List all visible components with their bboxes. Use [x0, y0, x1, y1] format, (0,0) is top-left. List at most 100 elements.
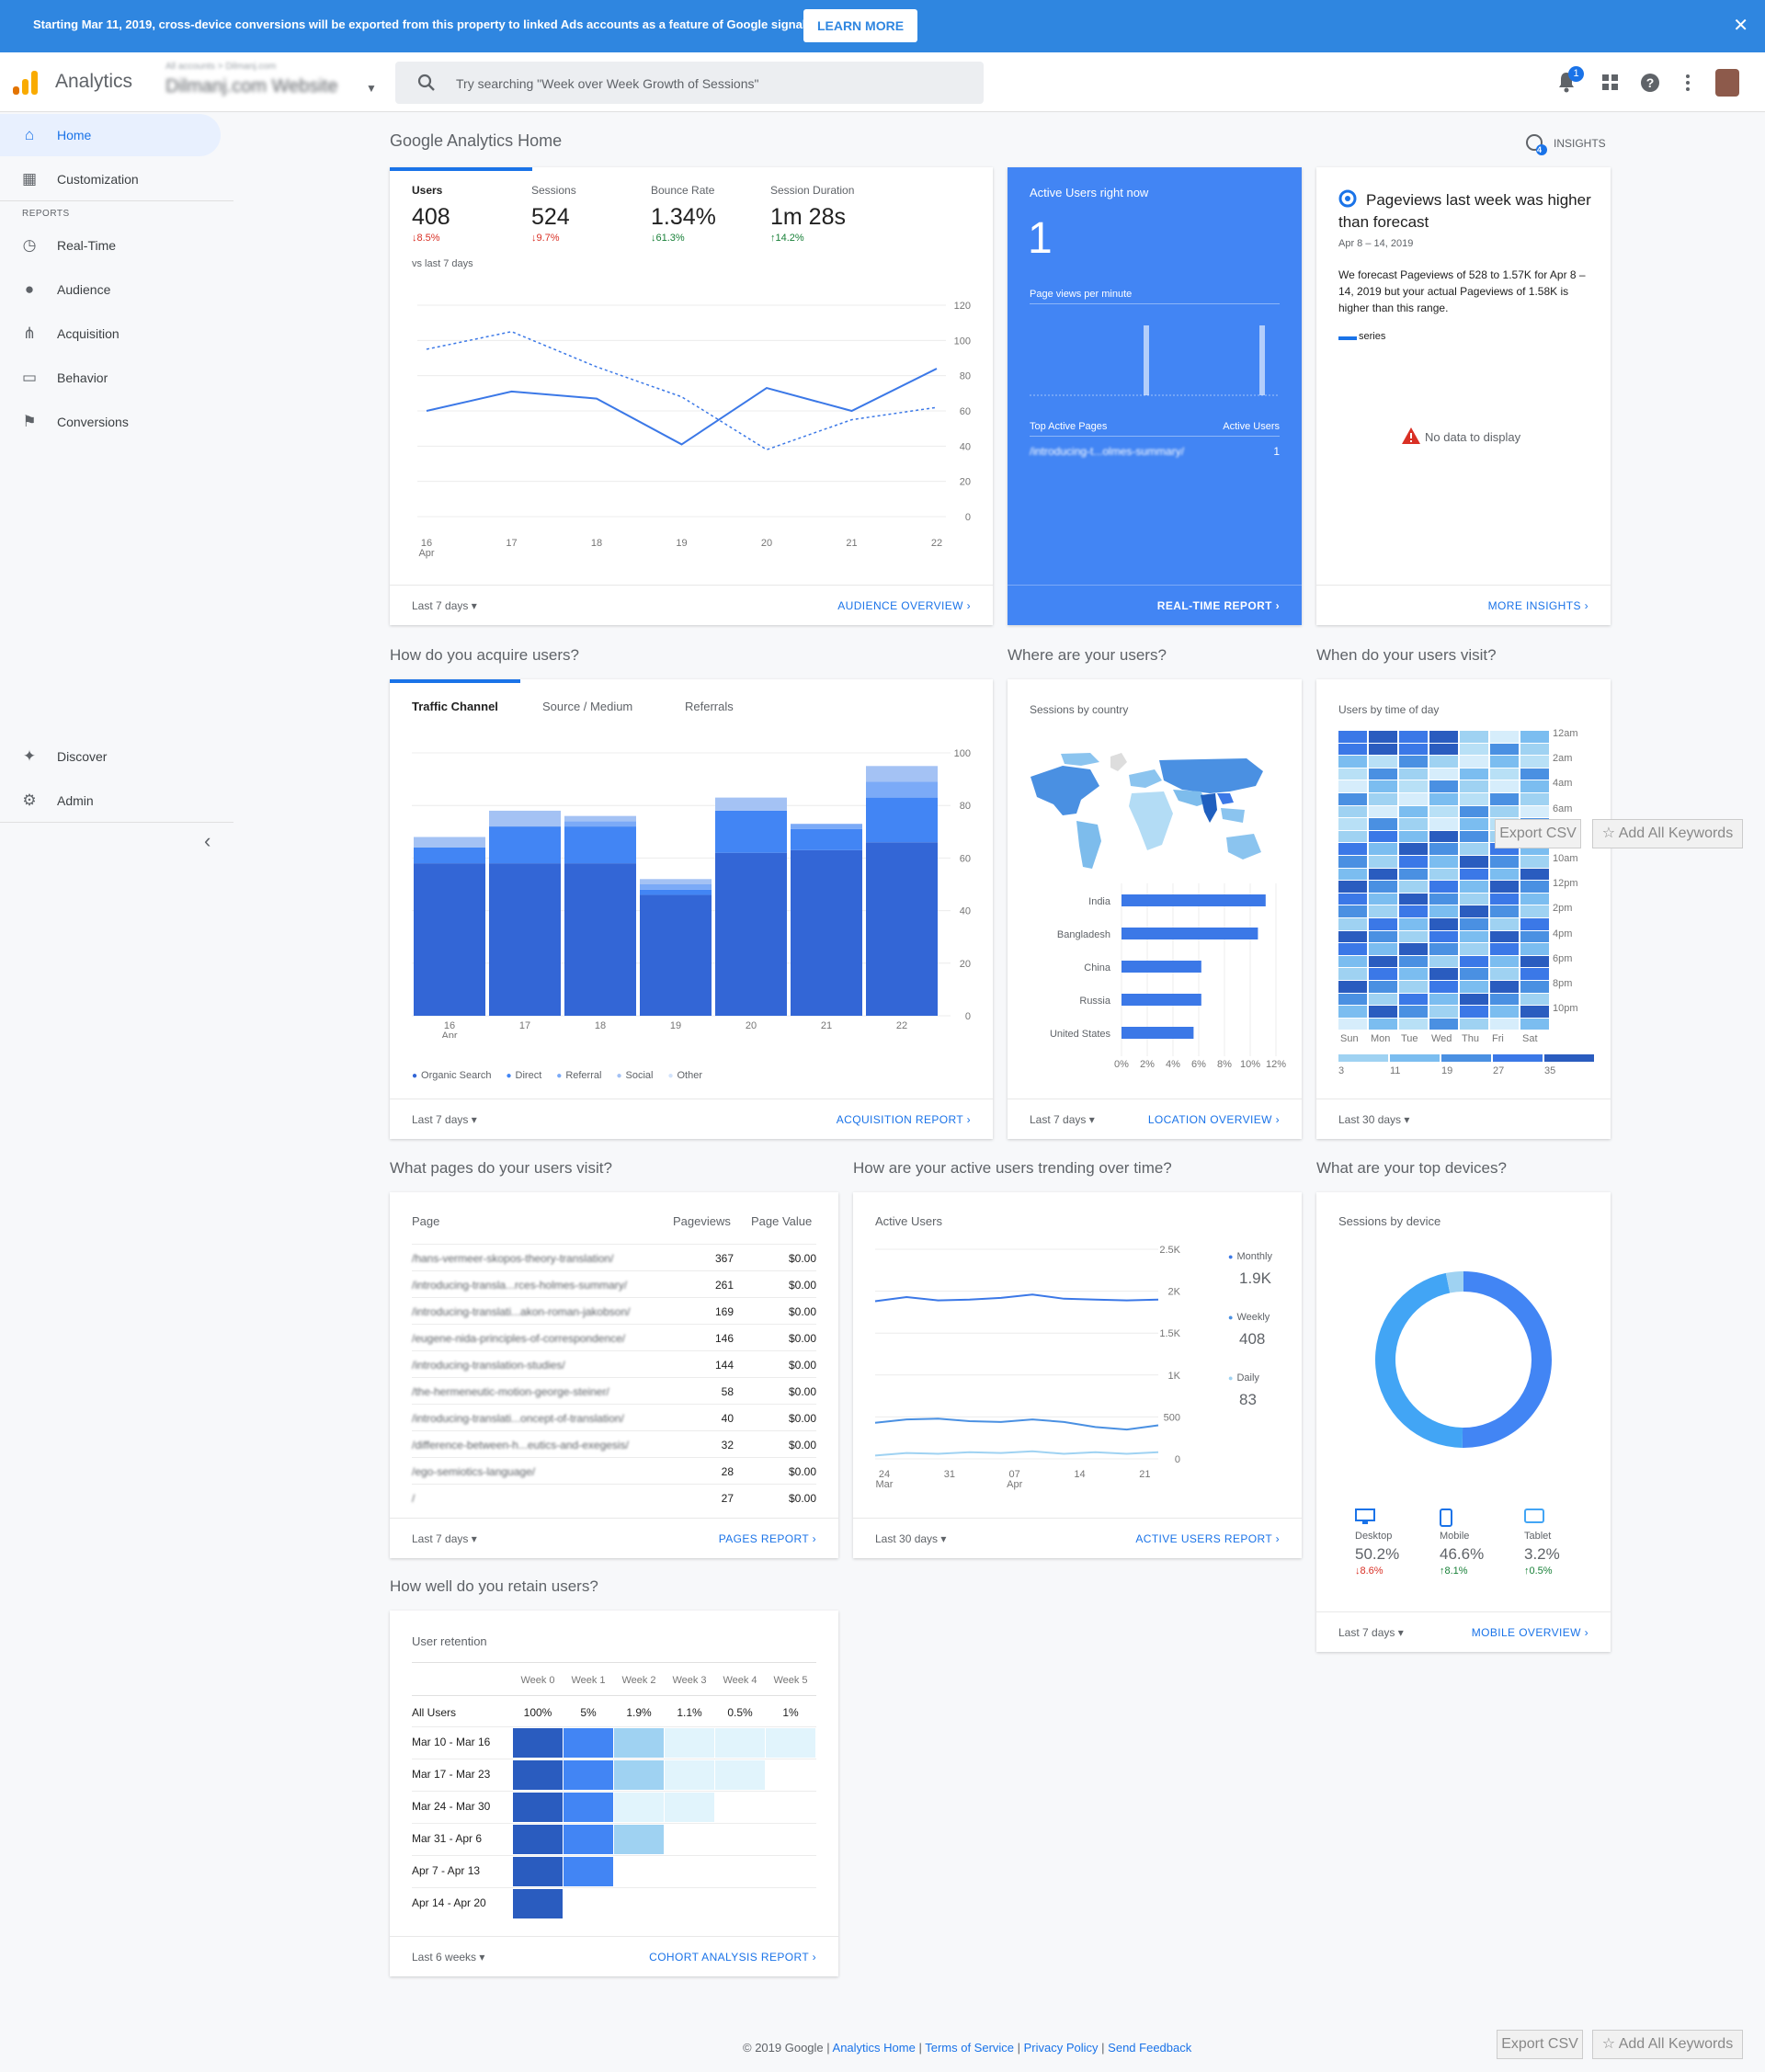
tab-referrals[interactable]: Referrals	[685, 700, 734, 713]
date-range-selector[interactable]: Last 7 days ▾	[412, 1113, 477, 1126]
metric-tab[interactable]: Session Duration 1m 28s ↑14.2%	[770, 184, 885, 244]
x-tick-label: 22	[896, 1020, 907, 1031]
scale-label: 11	[1390, 1065, 1401, 1077]
metric-tab[interactable]: Sessions 524 ↓9.7%	[531, 184, 646, 244]
metric-tab[interactable]: Users 408 ↓8.5%	[412, 184, 527, 244]
sidebar-item-acquisition[interactable]: ⋔ Acquisition	[0, 313, 221, 355]
date-range-selector[interactable]: Last 30 days ▾	[875, 1532, 947, 1545]
y-tick-label: 80	[960, 801, 971, 812]
apps-grid-icon[interactable]	[1602, 74, 1619, 91]
heatmap-cell	[1399, 793, 1428, 805]
home-icon: ⌂	[24, 126, 35, 143]
heatmap-cell	[1338, 918, 1367, 930]
heatmap-cell	[1490, 1006, 1519, 1018]
heatmap-cell	[1460, 1006, 1488, 1018]
footer-link-terms[interactable]: Terms of Service	[925, 2041, 1015, 2055]
heatmap-cell	[1520, 856, 1549, 868]
heatmap-cell	[1460, 893, 1488, 905]
property-selector[interactable]: Dilmanj.com Website	[165, 76, 338, 97]
sidebar-item-behavior[interactable]: ▭ Behavior	[0, 357, 221, 399]
page-path-link[interactable]: /	[412, 1492, 416, 1505]
heatmap-cell	[1460, 805, 1488, 818]
location-overview-link[interactable]: LOCATION OVERVIEW ›	[1147, 1113, 1280, 1126]
audience-overview-card: Users 408 ↓8.5% Sessions 524 ↓9.7% Bounce Rate…	[390, 167, 993, 625]
x-tick-label: 16 Apr	[441, 1020, 457, 1038]
retention-cell	[564, 1728, 613, 1758]
day-label: Mon	[1371, 1033, 1391, 1045]
sidebar-item-admin[interactable]: ⚙ Admin	[0, 780, 221, 822]
page-value: $0.00	[788, 1492, 816, 1505]
insights-button[interactable]: INSIGHTS	[1554, 137, 1606, 150]
date-range-selector[interactable]: Last 7 days ▾	[1338, 1626, 1404, 1639]
page-path-link[interactable]: /eugene-nida-principles-of-correspondenc…	[412, 1332, 626, 1345]
page-path-link[interactable]: /introducing-translation-studies/	[412, 1359, 565, 1372]
page-path-link[interactable]: /introducing-translati...oncept-of-trans…	[412, 1412, 624, 1425]
date-range-selector[interactable]: Last 7 days ▾	[1030, 1113, 1095, 1126]
heatmap-cell	[1399, 881, 1428, 893]
export-csv-button[interactable]: Export CSV	[1495, 819, 1581, 848]
date-range-selector[interactable]: Last 6 weeks ▾	[412, 1951, 485, 1964]
footer-link-analytics-home[interactable]: Analytics Home	[832, 2041, 916, 2055]
day-label: Thu	[1462, 1033, 1479, 1045]
export-csv-button[interactable]: Export CSV	[1497, 2030, 1583, 2059]
pageviews-value: 146	[714, 1332, 734, 1345]
insights-icon[interactable]	[1525, 133, 1547, 155]
pages-report-link[interactable]: PAGES REPORT ›	[718, 1532, 816, 1545]
avatar[interactable]	[1715, 69, 1739, 97]
tab-traffic-channel[interactable]: Traffic Channel	[412, 700, 498, 713]
acquisition-report-link[interactable]: ACQUISITION REPORT ›	[836, 1113, 971, 1126]
learn-more-button[interactable]: LEARN MORE	[803, 9, 917, 42]
day-label: Sun	[1340, 1033, 1359, 1045]
page-path-link[interactable]: /difference-between-h...eutics-and-exege…	[412, 1439, 629, 1452]
close-icon[interactable]: ✕	[1733, 16, 1748, 36]
sidebar-item-realtime[interactable]: ◷ Real-Time	[0, 224, 221, 267]
sidebar-item-conversions[interactable]: ⚑ Conversions	[0, 401, 221, 443]
device-change: ↓8.6%	[1355, 1565, 1384, 1577]
page-path-link[interactable]: /introducing-translati...akon-roman-jako…	[412, 1305, 631, 1318]
chevron-down-icon[interactable]: ▼	[366, 82, 377, 95]
mobile-overview-link[interactable]: MOBILE OVERVIEW ›	[1471, 1626, 1588, 1639]
date-range-selector[interactable]: Last 7 days ▾	[412, 1532, 477, 1545]
page-path-link[interactable]: /the-hermeneutic-motion-george-steiner/	[412, 1385, 609, 1398]
sidebar-item-home[interactable]: ⌂ Home	[0, 114, 221, 156]
week-header: Week 0	[520, 1675, 555, 1686]
search-input[interactable]: Try searching "Week over Week Growth of …	[395, 62, 984, 104]
retention-cell	[614, 1825, 664, 1854]
realtime-report-link[interactable]: REAL-TIME REPORT ›	[1156, 599, 1280, 612]
tab-source-medium[interactable]: Source / Medium	[542, 700, 633, 713]
cohort-analysis-link[interactable]: COHORT ANALYSIS REPORT ›	[649, 1951, 816, 1964]
sidebar-item-discover[interactable]: ✦ Discover	[0, 735, 221, 778]
active-users-report-link[interactable]: ACTIVE USERS REPORT ›	[1135, 1532, 1280, 1545]
clock-icon: ◷	[22, 236, 37, 254]
page-path-link[interactable]: /hans-vermeer-skopos-theory-translation/	[412, 1252, 614, 1265]
footer-link-privacy[interactable]: Privacy Policy	[1023, 2041, 1099, 2055]
insight-card: Pageviews last week was higher than fore…	[1316, 167, 1611, 625]
page-path-link[interactable]: /introducing-transla...rces-holmes-summa…	[412, 1279, 628, 1292]
heatmap-cell	[1338, 993, 1367, 1006]
metric-tab[interactable]: Bounce Rate 1.34% ↓61.3%	[651, 184, 766, 244]
country-label: India	[1088, 896, 1111, 907]
collapse-sidebar-icon[interactable]: ‹	[204, 829, 211, 852]
sidebar-item-audience[interactable]: ● Audience	[0, 268, 221, 311]
account-breadcrumb[interactable]: All accounts > Dilmanj.com	[165, 62, 277, 72]
add-all-keywords-button[interactable]: ☆ Add All Keywords	[1592, 819, 1743, 848]
active-page-link[interactable]: /introducing-t...olmes-summary/	[1030, 445, 1185, 458]
cohort-label: Mar 24 - Mar 30	[412, 1800, 491, 1813]
help-icon[interactable]: ?	[1640, 73, 1660, 93]
heatmap-cell	[1429, 818, 1458, 830]
sidebar-item-customization[interactable]: ▦ Customization	[0, 158, 221, 200]
x-tick-label: 17	[506, 538, 517, 549]
heatmap-cell	[1429, 843, 1458, 855]
date-range-selector[interactable]: Last 30 days ▾	[1338, 1113, 1410, 1126]
date-range-selector[interactable]: Last 7 days ▾	[412, 599, 477, 612]
page-path-link[interactable]: /ego-semiotics-language/	[412, 1465, 536, 1478]
add-all-keywords-button[interactable]: ☆ Add All Keywords	[1592, 2030, 1743, 2059]
day-label: Sat	[1522, 1033, 1538, 1045]
more-insights-link[interactable]: MORE INSIGHTS ›	[1487, 599, 1588, 612]
audience-overview-link[interactable]: AUDIENCE OVERVIEW ›	[837, 599, 971, 612]
heatmap-cell	[1490, 731, 1519, 743]
footer-link-feedback[interactable]: Send Feedback	[1108, 2041, 1192, 2055]
more-vert-icon[interactable]	[1685, 74, 1691, 92]
devices-card: Sessions by device Desktop 50.2% ↓8.6% Mobi…	[1316, 1192, 1611, 1652]
heatmap-cell	[1338, 843, 1367, 855]
